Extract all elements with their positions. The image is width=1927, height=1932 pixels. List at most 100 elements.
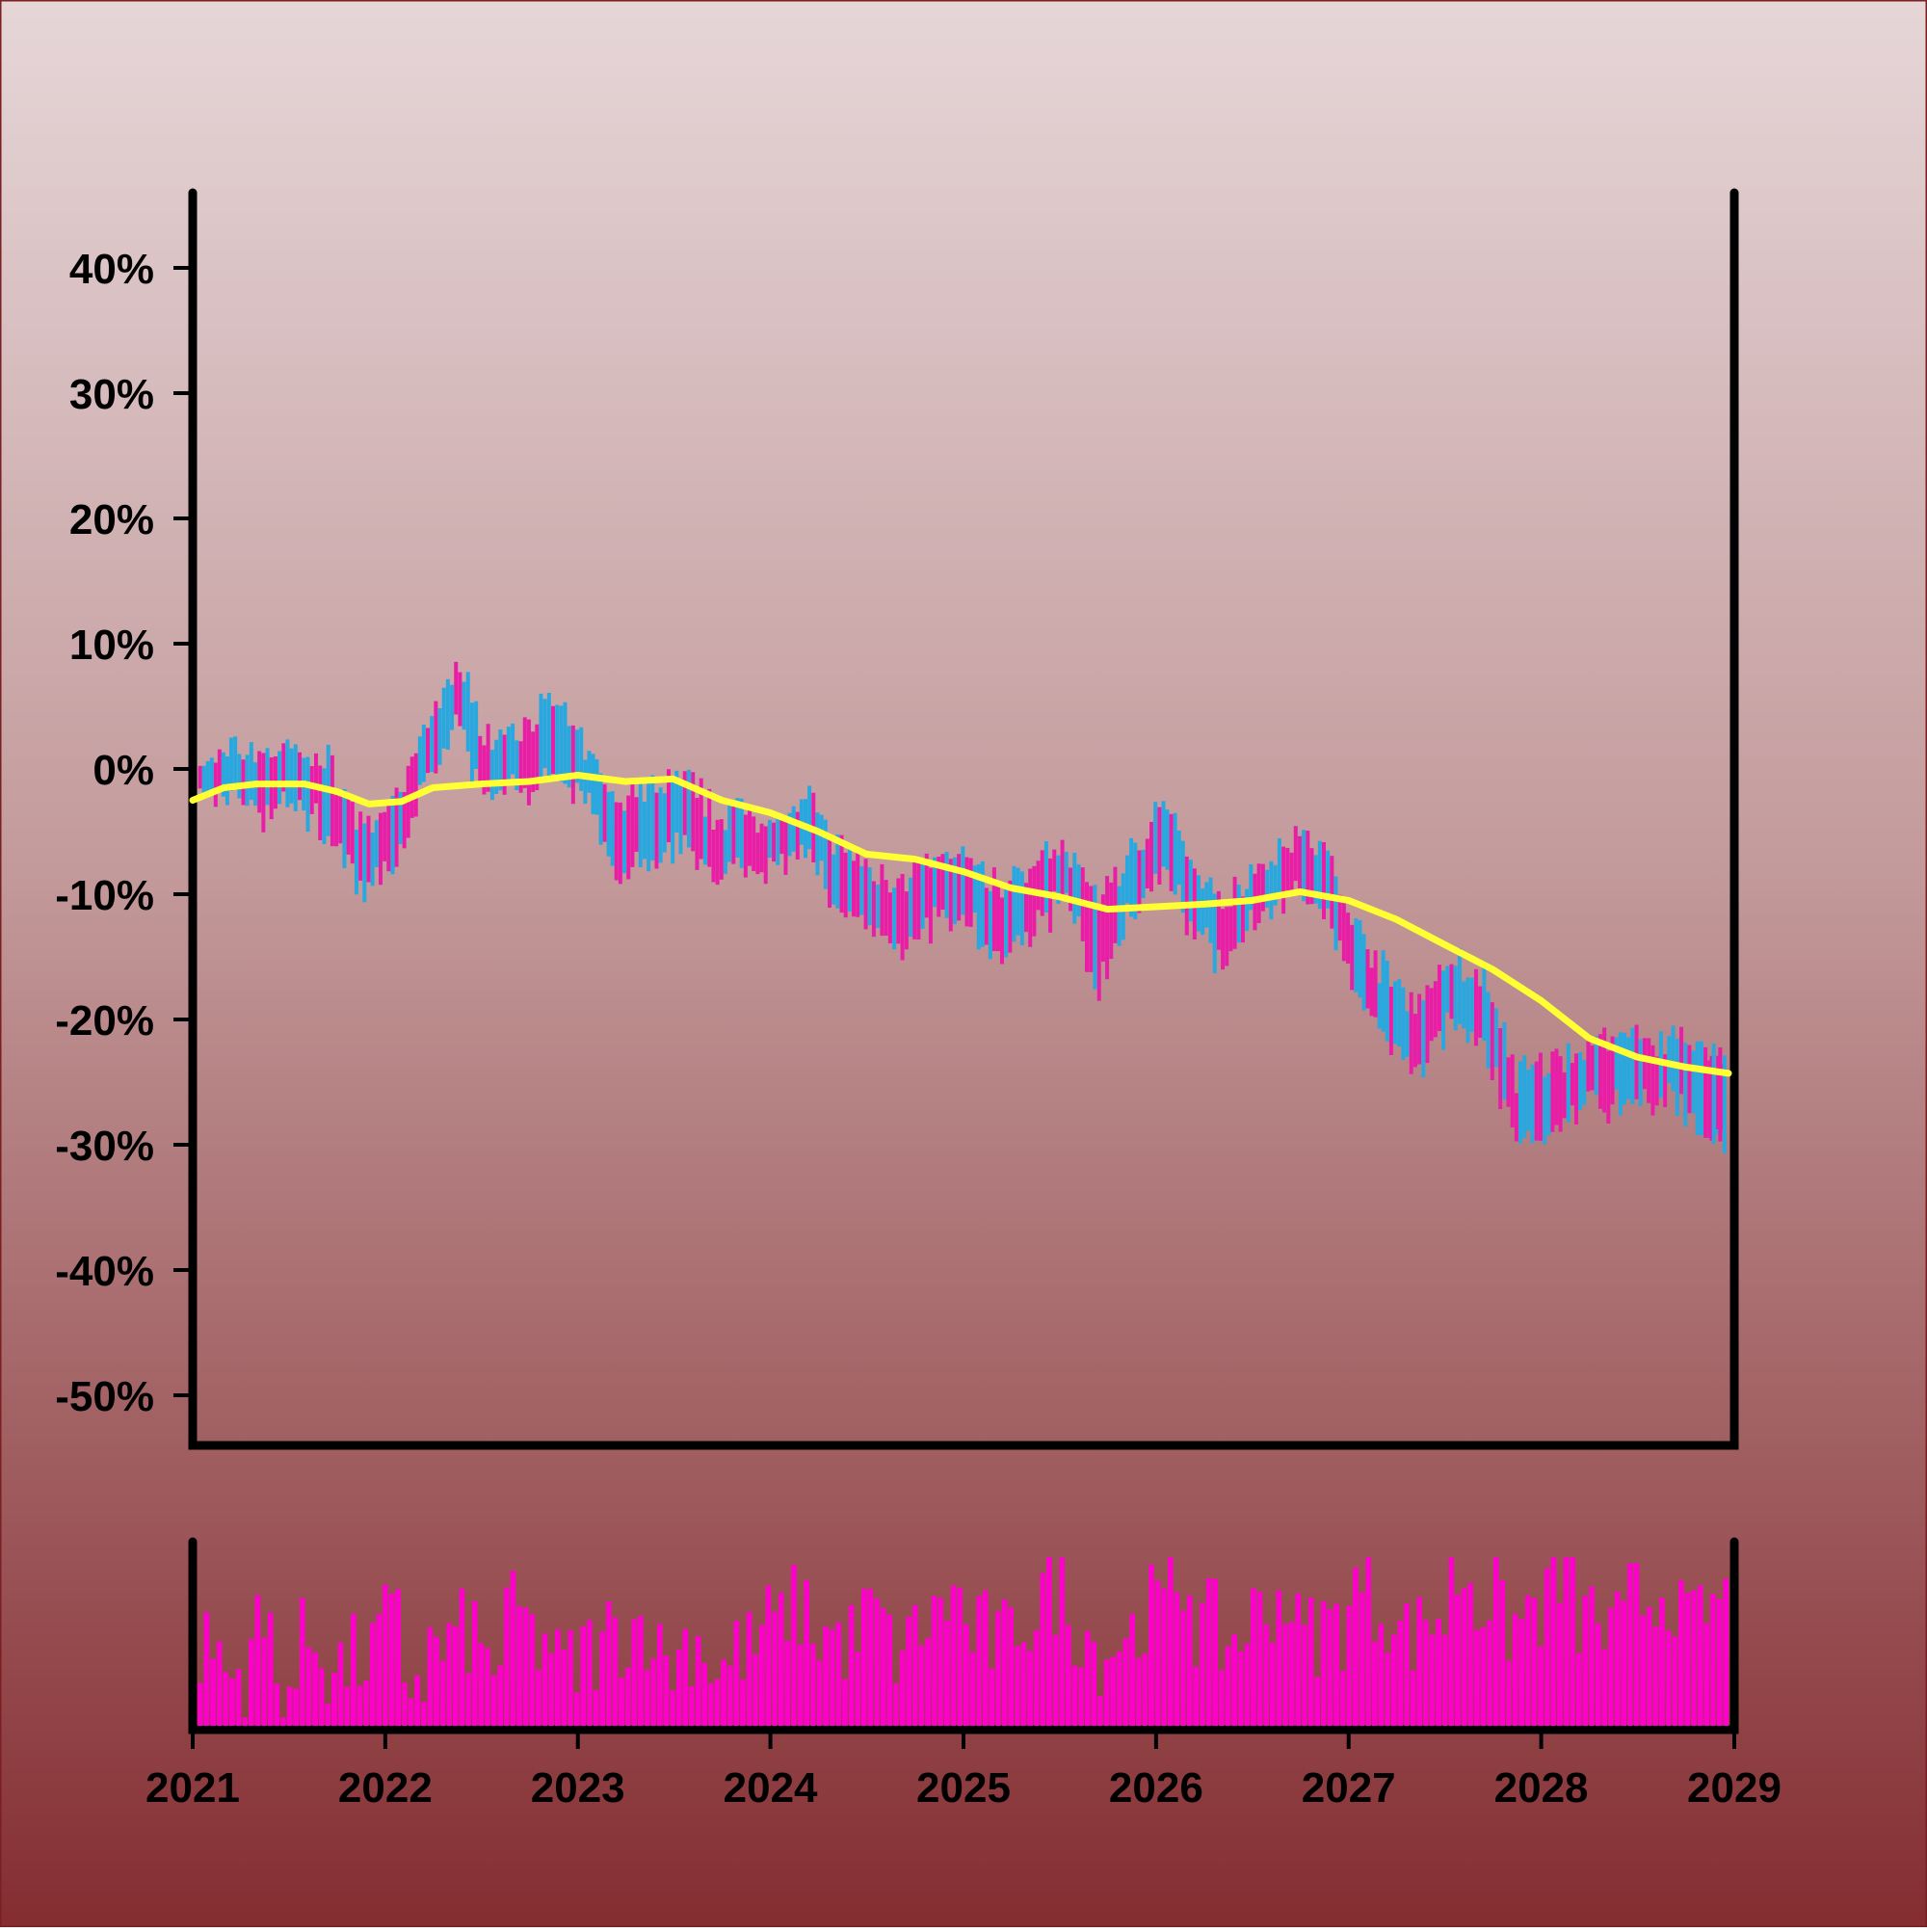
volume-bar bbox=[376, 1613, 383, 1726]
volume-bar bbox=[1589, 1586, 1595, 1726]
volume-bar bbox=[899, 1650, 906, 1726]
volume-bar bbox=[383, 1584, 388, 1726]
volume-bar bbox=[644, 1670, 650, 1726]
volume-bar bbox=[772, 1611, 778, 1726]
volume-bar bbox=[1066, 1625, 1071, 1726]
volume-bar bbox=[1480, 1627, 1487, 1726]
volume-bar bbox=[434, 1636, 439, 1726]
volume-bar bbox=[1027, 1651, 1033, 1726]
volume-bar bbox=[1346, 1605, 1353, 1726]
volume-bar bbox=[446, 1623, 452, 1726]
volume-bar bbox=[516, 1605, 522, 1726]
volume-bar bbox=[612, 1617, 619, 1726]
volume-bar bbox=[1282, 1624, 1288, 1726]
volume-bar bbox=[784, 1640, 791, 1726]
volume-bar bbox=[1423, 1620, 1429, 1726]
volume-bar bbox=[548, 1653, 554, 1726]
volume-bar bbox=[829, 1629, 835, 1726]
volume-bar bbox=[223, 1672, 229, 1726]
volume-bar bbox=[1046, 1557, 1052, 1726]
volume-bar bbox=[931, 1596, 937, 1726]
volume-bar bbox=[408, 1698, 414, 1726]
volume-bar bbox=[485, 1648, 490, 1726]
x-tick-label: 2026 bbox=[1109, 1764, 1203, 1812]
volume-bar bbox=[1404, 1603, 1410, 1726]
volume-bar bbox=[1295, 1593, 1302, 1726]
volume-bar bbox=[925, 1637, 931, 1726]
volume-bar bbox=[522, 1607, 529, 1726]
x-tick-label: 2025 bbox=[916, 1764, 1011, 1812]
volume-bar bbox=[555, 1628, 561, 1726]
volume-bar bbox=[969, 1652, 976, 1726]
volume-bar bbox=[726, 1665, 733, 1726]
volume-bar bbox=[1601, 1649, 1608, 1726]
volume-bar bbox=[823, 1626, 829, 1726]
volume-bar bbox=[1302, 1625, 1307, 1726]
volume-bar bbox=[778, 1592, 784, 1726]
volume-bar bbox=[1174, 1592, 1180, 1726]
volume-bar bbox=[670, 1690, 675, 1726]
volume-bar bbox=[490, 1675, 497, 1726]
volume-bar bbox=[1608, 1607, 1614, 1726]
volume-bar bbox=[1672, 1636, 1677, 1726]
x-tick-label: 2021 bbox=[145, 1764, 240, 1812]
volume-bar bbox=[701, 1663, 707, 1726]
volume-bar bbox=[1015, 1646, 1020, 1726]
volume-bar bbox=[606, 1601, 612, 1726]
volume-bar bbox=[1186, 1595, 1193, 1726]
volume-bar bbox=[453, 1627, 459, 1726]
volume-bar bbox=[950, 1585, 957, 1726]
volume-bar bbox=[249, 1639, 254, 1726]
volume-bar bbox=[1244, 1643, 1251, 1726]
volume-bar bbox=[937, 1598, 944, 1726]
y-tick-label: -50% bbox=[55, 1373, 154, 1420]
volume-bar bbox=[536, 1669, 541, 1726]
volume-bar bbox=[198, 1682, 203, 1726]
volume-bar bbox=[561, 1649, 568, 1726]
volume-bar bbox=[682, 1628, 689, 1726]
x-tick-label: 2029 bbox=[1687, 1764, 1782, 1812]
volume-bar bbox=[714, 1679, 721, 1726]
y-tick-label: -30% bbox=[55, 1123, 154, 1170]
y-tick-label: -10% bbox=[55, 872, 154, 919]
volume-bar bbox=[631, 1619, 638, 1726]
volume-bar bbox=[203, 1612, 210, 1726]
volume-bar bbox=[1633, 1563, 1640, 1726]
volume-bar bbox=[1129, 1613, 1135, 1726]
volume-bar bbox=[293, 1688, 299, 1726]
volume-bar bbox=[906, 1616, 911, 1726]
volume-bar bbox=[733, 1621, 740, 1726]
volume-bar bbox=[1397, 1620, 1404, 1726]
volume-bar bbox=[1492, 1557, 1499, 1726]
volume-bar bbox=[1627, 1563, 1633, 1726]
volume-bar bbox=[1142, 1654, 1148, 1726]
x-axis: 2021 2022 2023 2024 2025 2026 2027 2028 2029 bbox=[145, 1730, 1782, 1812]
volume-bar bbox=[1372, 1641, 1378, 1726]
volume-bar bbox=[1684, 1592, 1691, 1726]
moving-average-line bbox=[189, 772, 1732, 1077]
volume-bar bbox=[1595, 1623, 1601, 1726]
volume-bar bbox=[1365, 1557, 1371, 1726]
volume-bar bbox=[1117, 1651, 1122, 1726]
volume-bar bbox=[1059, 1557, 1065, 1726]
volume-bar bbox=[1020, 1642, 1027, 1726]
volume-bar bbox=[675, 1649, 682, 1726]
volume-bar bbox=[1110, 1656, 1116, 1726]
volume-bar bbox=[1410, 1670, 1416, 1726]
volume-bar bbox=[504, 1587, 510, 1726]
volume-bar bbox=[573, 1692, 580, 1726]
volume-bar bbox=[1071, 1665, 1078, 1726]
volume-bar bbox=[918, 1645, 925, 1726]
volume-bar bbox=[580, 1626, 587, 1726]
volume-bar bbox=[1563, 1557, 1570, 1726]
volume-bar bbox=[1385, 1652, 1390, 1726]
volume-bar bbox=[1716, 1599, 1723, 1726]
y-tick-label: 10% bbox=[69, 622, 154, 669]
volume-bar bbox=[1154, 1580, 1161, 1726]
volume-bar bbox=[995, 1611, 1001, 1726]
volume-bar bbox=[1353, 1567, 1359, 1726]
volume-bar bbox=[1416, 1597, 1422, 1726]
volume-bar bbox=[982, 1590, 989, 1726]
volume-bar bbox=[1448, 1557, 1455, 1726]
